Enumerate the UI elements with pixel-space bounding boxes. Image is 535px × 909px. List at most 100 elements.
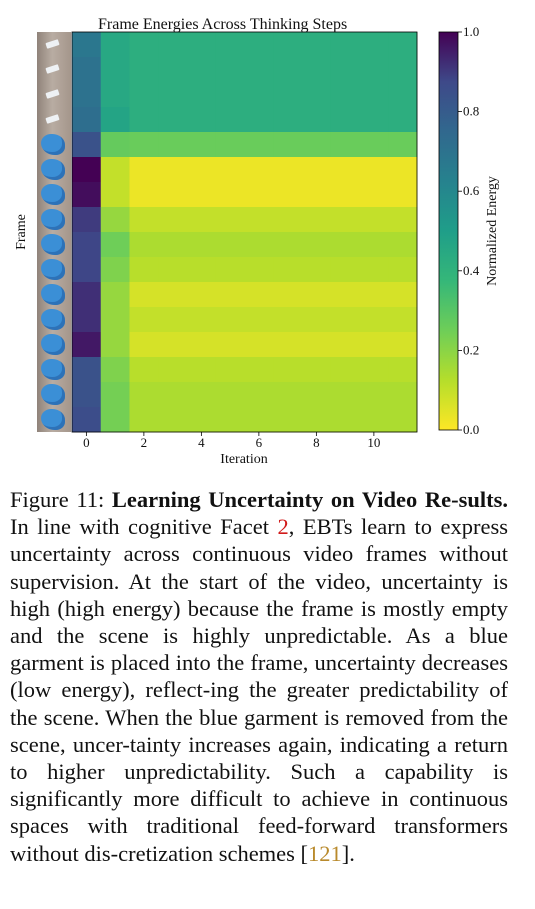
- heatmap-cell: [100, 32, 130, 58]
- heatmap-cell: [129, 307, 159, 333]
- heatmap-cell: [302, 332, 332, 358]
- heatmap-cell: [187, 332, 217, 358]
- heatmap-cell: [187, 407, 217, 433]
- heatmap-cell: [244, 107, 274, 133]
- heatmap-cell: [72, 407, 102, 433]
- heatmap-cell: [359, 107, 389, 133]
- heatmap-cell: [158, 382, 188, 408]
- heatmap-cell: [302, 82, 332, 108]
- frame-thumbnail: [37, 157, 71, 182]
- heatmap-cell: [129, 57, 159, 83]
- heatmap-cell: [158, 257, 188, 283]
- heatmap-cell: [215, 132, 245, 158]
- blue-garment-image: [41, 134, 65, 155]
- heatmap-cell: [72, 32, 102, 58]
- heatmap-cell: [158, 82, 188, 108]
- heatmap-cell: [302, 57, 332, 83]
- colorbar-tick-label: 1.0: [463, 24, 479, 39]
- heatmap-cell: [388, 157, 418, 183]
- frame-thumbnail: [37, 282, 71, 307]
- heatmap-cell: [273, 257, 303, 283]
- blue-garment-image: [41, 234, 65, 255]
- heatmap-cell: [388, 107, 418, 133]
- heatmap-cell: [100, 182, 130, 208]
- heatmap-cell: [330, 357, 360, 383]
- heatmap-cell: [215, 232, 245, 258]
- heatmap-cell: [215, 257, 245, 283]
- frame-thumbnail: [37, 82, 71, 107]
- heatmap-cell: [330, 257, 360, 283]
- heatmap-cell: [158, 357, 188, 383]
- heatmap-cell: [129, 182, 159, 208]
- heatmap-cell: [359, 32, 389, 58]
- heatmap-cell: [215, 332, 245, 358]
- heatmap-cell: [244, 232, 274, 258]
- energy-heatmap: 0 2 4 6 8 10 Frame Energies Across Thinking S…: [14, 16, 500, 467]
- heatmap-cell: [388, 307, 418, 333]
- x-tick-label: 6: [256, 435, 263, 450]
- heatmap-cell: [100, 57, 130, 83]
- heatmap-cell: [129, 357, 159, 383]
- heatmap-cell: [158, 407, 188, 433]
- heatmap-cell: [215, 407, 245, 433]
- heatmap-cell: [244, 32, 274, 58]
- heatmap-cell: [359, 357, 389, 383]
- blue-garment-image: [41, 359, 65, 380]
- heatmap-cell: [359, 407, 389, 433]
- caption-text: In line with cognitive Facet: [10, 514, 278, 540]
- caption-label: Figure 11:: [10, 487, 105, 512]
- heatmap-cell: [244, 182, 274, 208]
- heatmap-cell: [302, 107, 332, 133]
- heatmap-cell: [359, 257, 389, 283]
- heatmap-cell: [388, 232, 418, 258]
- heatmap-cell: [158, 207, 188, 233]
- heatmap-cell: [330, 332, 360, 358]
- heatmap-cell: [187, 207, 217, 233]
- heatmap-cell: [215, 357, 245, 383]
- heatmap-cell: [273, 307, 303, 333]
- frame-thumbnail: [37, 207, 71, 232]
- heatmap-cell: [215, 207, 245, 233]
- heatmap-cell: [302, 357, 332, 383]
- heatmap-cell: [158, 307, 188, 333]
- heatmap-cell: [330, 232, 360, 258]
- heatmap-cell: [129, 332, 159, 358]
- heatmap-cell: [129, 132, 159, 158]
- blue-garment-image: [41, 184, 65, 205]
- heatmap-cell: [72, 132, 102, 158]
- heatmap-cell: [330, 282, 360, 308]
- heatmap-cell: [215, 32, 245, 58]
- heatmap-cell: [330, 57, 360, 83]
- blue-garment-image: [41, 209, 65, 230]
- heatmap-cell: [388, 357, 418, 383]
- heatmap-cell: [359, 232, 389, 258]
- heatmap-cell: [72, 157, 102, 183]
- heatmap-cell: [72, 282, 102, 308]
- heatmap-cell: [273, 357, 303, 383]
- heatmap-cell: [158, 32, 188, 58]
- heatmap-cell: [72, 107, 102, 133]
- heatmap-cell: [330, 82, 360, 108]
- heatmap-cell: [302, 32, 332, 58]
- frame-thumbnail: [37, 232, 71, 257]
- heatmap-cell: [244, 82, 274, 108]
- heatmap-cell: [129, 407, 159, 433]
- heatmap-cell: [158, 57, 188, 83]
- heatmap-cell: [302, 382, 332, 408]
- heatmap-cells: [72, 32, 418, 433]
- heatmap-cell: [129, 32, 159, 58]
- heatmap-cell: [129, 282, 159, 308]
- heatmap-cell: [215, 307, 245, 333]
- frame-thumbnail: [37, 382, 71, 407]
- x-tick-label: 10: [367, 435, 380, 450]
- heatmap-cell: [244, 382, 274, 408]
- blue-garment-image: [41, 284, 65, 305]
- heatmap-cell: [359, 282, 389, 308]
- plot-frame: [71, 31, 418, 433]
- frame-thumbnail: [37, 107, 71, 132]
- frame-thumbnail: [37, 307, 71, 332]
- heatmap-cell: [244, 357, 274, 383]
- frame-thumbnail: [37, 32, 71, 57]
- heatmap-cell: [187, 132, 217, 158]
- heatmap-cell: [158, 282, 188, 308]
